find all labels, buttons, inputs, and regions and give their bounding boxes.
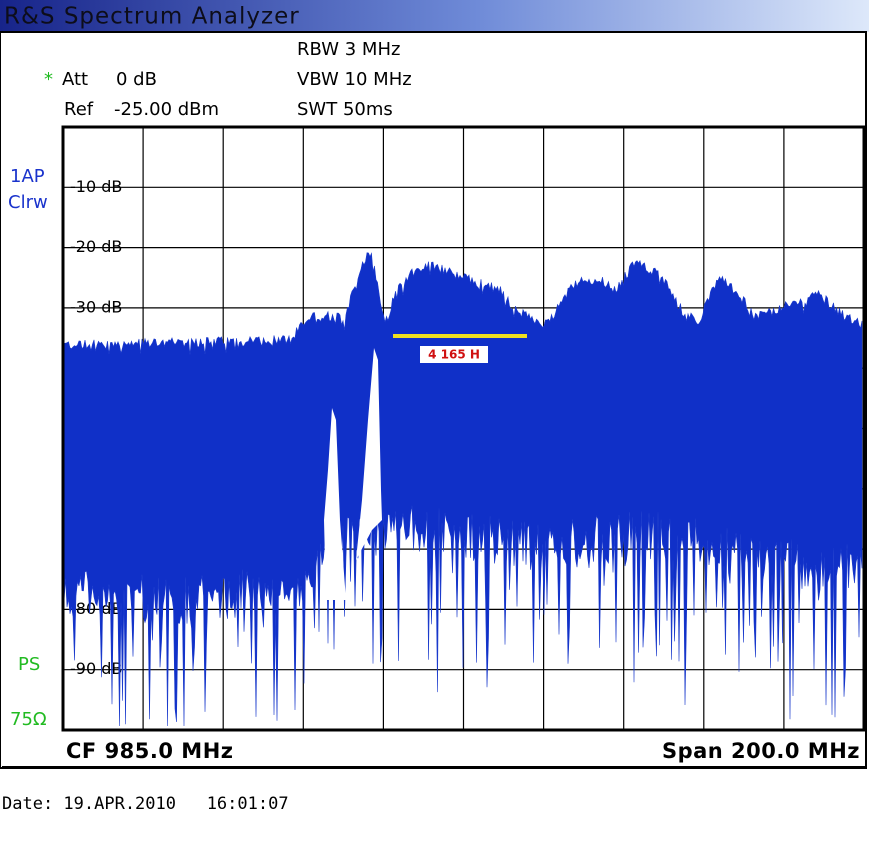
vbw: VBW 10 MHz <box>297 69 412 90</box>
date-stamp: Date: 19.APR.2010 16:01:07 <box>2 794 289 814</box>
ref-value: -25.00 dBm <box>114 99 219 120</box>
level-label: -10 dB <box>70 177 122 196</box>
level-label: -90 dB <box>70 659 122 678</box>
plot-area: -10 dB -20 dB -30 dB -80 dB -90 dB 4 165 H <box>63 127 864 730</box>
marker-label: 4 165 H <box>428 348 480 362</box>
att-value: 0 dB <box>116 69 157 90</box>
level-label: -20 dB <box>70 237 122 256</box>
trace-notch <box>356 348 382 560</box>
trace-mode: Clrw <box>8 192 48 213</box>
trace <box>63 252 863 727</box>
impedance-label: 75Ω <box>10 709 47 730</box>
ref-label: Ref <box>64 99 94 120</box>
level-label: -80 dB <box>70 599 122 618</box>
trace-notch <box>324 408 346 600</box>
trace-label: 1AP <box>10 166 45 187</box>
ps-label: PS <box>18 654 40 675</box>
app-title: R&S Spectrum Analyzer <box>4 4 300 30</box>
swt: SWT 50ms <box>297 99 393 120</box>
level-label: -30 dB <box>70 297 122 316</box>
marker-box <box>420 346 488 363</box>
center-frequency: CF 985.0 MHz <box>66 739 234 763</box>
title-bar <box>0 0 869 32</box>
plot-frame <box>61 125 866 732</box>
rbw: RBW 3 MHz <box>297 39 400 60</box>
span: Span 200.0 MHz <box>662 739 860 763</box>
att-flag: * <box>44 69 53 90</box>
att-label: Att <box>62 69 88 90</box>
